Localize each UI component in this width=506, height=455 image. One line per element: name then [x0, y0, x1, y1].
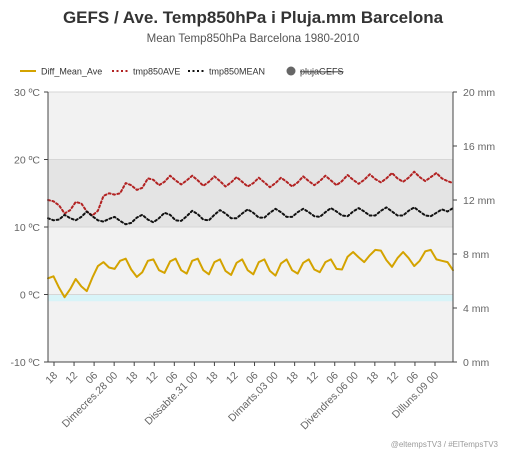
legend-item-tmp850MEAN[interactable]: tmp850MEAN [188, 67, 265, 77]
legend[interactable]: Diff_Mean_Ave tmp850AVE tmp850MEAN plujaGEF… [20, 66, 344, 77]
y-right-tick-label-2: 12 mm [463, 195, 495, 207]
series-line-tmp850MEAN [47, 206, 454, 226]
legend-label-Diff_Mean_Ave: Diff_Mean_Ave [41, 67, 102, 77]
series-line-tmp850AVE [47, 170, 454, 217]
y-right-tick-label-1: 16 mm [463, 141, 495, 153]
y-axis-right: 20 mm 16 mm 12 mm 8 mm 4 mm 0 mm [452, 87, 495, 369]
x-tick-label-9: 12 [224, 370, 241, 387]
x-tick-label-1: 12 [63, 370, 80, 387]
y-right-tick-label-5: 0 mm [463, 357, 490, 369]
y-left-tick-label-1: 20 ºC [14, 155, 40, 167]
x-tick-label-17: 12 [384, 370, 401, 387]
y-right-tick-label-3: 8 mm [463, 249, 490, 261]
chart-title: GEFS / Ave. Temp850hPa i Pluja.mm Barcel… [62, 8, 444, 27]
legend-item-tmp850AVE[interactable]: tmp850AVE [112, 67, 180, 77]
legend-item-plujaGEFS[interactable]: plujaGEFS [286, 66, 344, 77]
plot-band-1 [48, 294, 453, 302]
legend-label-tmp850AVE: tmp850AVE [133, 67, 180, 77]
x-tick-label-13: 12 [304, 370, 321, 387]
y-axis-left: 30 ºC 20 ºC 10 ºC 0 ºC -10 ºC [10, 87, 49, 369]
legend-label-plujaGEFS: plujaGEFS [300, 67, 344, 77]
chart-subtitle: Mean Temp850hPa Barcelona 1980-2010 [146, 33, 360, 45]
x-tick-label-5: 12 [144, 370, 161, 387]
legend-symbol-plujaGEFS [286, 66, 296, 76]
y-right-tick-label-0: 20 mm [463, 87, 495, 99]
y-left-tick-label-4: -10 ºC [10, 357, 40, 369]
series-line-Diff_Mean_Ave [47, 248, 454, 299]
x-tick-label-4: 18 [124, 370, 141, 387]
x-tick-label-12: 18 [284, 370, 301, 387]
y-left-tick-label-0: 30 ºC [14, 87, 40, 99]
legend-label-tmp850MEAN: tmp850MEAN [209, 67, 265, 77]
y-left-tick-label-3: 0 ºC [20, 290, 41, 302]
x-tick-label-8: 18 [204, 370, 221, 387]
plot-band-0 [48, 159, 453, 227]
credit-text: @eltempsTV3 / #ElTempsTV3 [390, 440, 498, 449]
x-tick-label-0: 18 [43, 370, 60, 387]
y-left-tick-label-2: 10 ºC [14, 222, 40, 234]
series-layer [47, 170, 454, 299]
y-right-tick-label-4: 4 mm [463, 303, 490, 315]
legend-item-Diff_Mean_Ave[interactable]: Diff_Mean_Ave [20, 67, 102, 77]
x-tick-label-16: 18 [364, 370, 381, 387]
